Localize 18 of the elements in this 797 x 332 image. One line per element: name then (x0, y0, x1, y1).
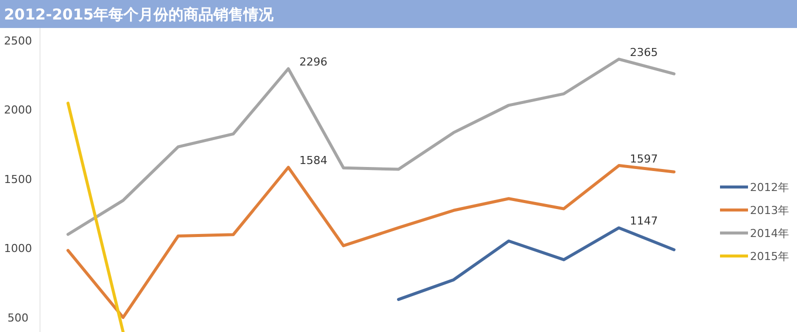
y-tick-label: 500 (8, 311, 28, 324)
legend-label: 2012年 (750, 180, 789, 194)
legend-label: 2013年 (750, 204, 789, 217)
line-series (397, 226, 676, 301)
data-label: 2296 (299, 56, 328, 69)
data-label: 2365 (630, 46, 658, 60)
line-series (66, 164, 676, 319)
y-tick-label: 1000 (4, 242, 32, 256)
y-tick-label: 1500 (4, 172, 32, 186)
legend-label: 2014年 (750, 226, 789, 240)
line-series (66, 58, 676, 236)
data-label: 1147 (630, 214, 658, 228)
chart-title: 2012-2015年每个月份的商品销售情况 (4, 5, 275, 24)
legend-label: 2015年 (750, 250, 789, 263)
y-tick-label: 2000 (4, 104, 32, 117)
data-label: 1597 (630, 152, 658, 166)
data-label: 1584 (299, 154, 328, 168)
y-tick-label: 2500 (4, 34, 32, 48)
